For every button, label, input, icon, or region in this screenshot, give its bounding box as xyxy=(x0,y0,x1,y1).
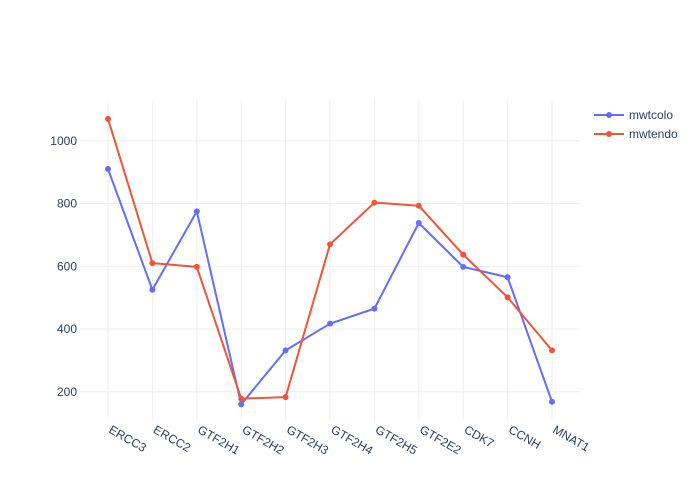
data-point-mwtcolo[interactable] xyxy=(549,398,555,405)
data-point-mwtcolo[interactable] xyxy=(327,320,333,327)
x-tick-label: GTF2H4 xyxy=(329,422,376,457)
x-tick-label: ERCC3 xyxy=(107,422,150,455)
data-point-mwtendo[interactable] xyxy=(327,241,333,248)
y-tick-label: 1000 xyxy=(50,134,77,148)
data-point-mwtendo[interactable] xyxy=(149,260,156,267)
legend-item-mwtcolo[interactable]: mwtcolo xyxy=(594,108,673,122)
legend-label: mwtendo xyxy=(629,127,678,141)
y-tick-label: 600 xyxy=(57,259,77,273)
data-point-mwtcolo[interactable] xyxy=(371,305,378,312)
legend[interactable]: mwtcolo mwtendo xyxy=(594,108,678,141)
series-mwtcolo xyxy=(105,166,555,408)
data-point-mwtcolo[interactable] xyxy=(460,263,467,270)
data-point-mwtendo[interactable] xyxy=(282,394,289,401)
data-point-mwtendo[interactable] xyxy=(415,202,422,209)
legend-marker xyxy=(606,112,612,118)
y-tick-label: 200 xyxy=(57,385,77,399)
data-point-mwtcolo[interactable] xyxy=(193,208,200,215)
legend-label: mwtcolo xyxy=(629,108,673,122)
legend-marker xyxy=(606,131,612,137)
data-point-mwtendo[interactable] xyxy=(371,199,378,206)
data-point-mwtcolo[interactable] xyxy=(415,219,422,226)
series-layer xyxy=(105,115,555,408)
data-point-mwtendo[interactable] xyxy=(460,251,467,258)
x-tick-label: GTF2H3 xyxy=(284,422,331,457)
x-tick-label: GTF2H2 xyxy=(240,422,287,457)
legend-item-mwtendo[interactable]: mwtendo xyxy=(594,127,678,141)
x-axis: ERCC3 ERCC2 GTF2H1GTF2H2GTF2H3GTF2H4GTF2H5… xyxy=(107,422,593,457)
gridlines xyxy=(80,100,580,420)
data-point-mwtendo[interactable] xyxy=(193,263,200,270)
y-axis: 200 400 600 800 1000 xyxy=(50,134,77,399)
data-point-mwtcolo[interactable] xyxy=(149,286,156,293)
x-tick-label: GTF2E2 xyxy=(417,422,464,457)
y-tick-label: 800 xyxy=(57,197,77,211)
data-point-mwtendo[interactable] xyxy=(549,347,555,354)
series-mwtendo xyxy=(105,115,555,402)
x-tick-label: CDK7 xyxy=(462,422,497,450)
x-tick-label: CCNH xyxy=(506,422,543,451)
data-point-mwtcolo[interactable] xyxy=(105,166,111,173)
x-tick-label: GTF2H1 xyxy=(195,422,242,457)
y-tick-label: 400 xyxy=(57,322,77,336)
data-point-mwtcolo[interactable] xyxy=(282,347,289,354)
data-point-mwtendo[interactable] xyxy=(238,395,245,402)
data-point-mwtendo[interactable] xyxy=(504,294,511,301)
x-tick-label: MNAT1 xyxy=(551,422,593,454)
data-point-mwtcolo[interactable] xyxy=(504,274,511,281)
data-point-mwtcolo[interactable] xyxy=(238,401,245,408)
data-point-mwtendo[interactable] xyxy=(105,115,111,122)
x-tick-label: GTF2H5 xyxy=(373,422,420,457)
x-tick-label: ERCC2 xyxy=(151,422,194,455)
